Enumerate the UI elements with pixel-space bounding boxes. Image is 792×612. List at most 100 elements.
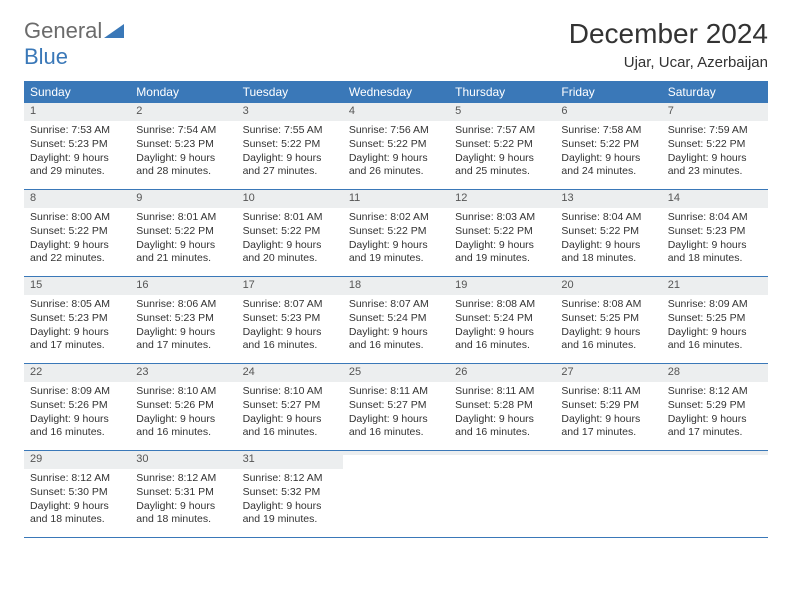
weekday-thursday: Thursday (449, 81, 555, 103)
day-number: 17 (237, 277, 343, 295)
daylight-text: Daylight: 9 hours and 28 minutes. (136, 152, 230, 178)
day-cell: 4Sunrise: 7:56 AMSunset: 5:22 PMDaylight… (343, 103, 449, 189)
daylight-text: Daylight: 9 hours and 20 minutes. (243, 239, 337, 265)
sunset-text: Sunset: 5:22 PM (455, 225, 549, 238)
logo-text-blue: Blue (24, 44, 68, 69)
sunset-text: Sunset: 5:22 PM (668, 138, 762, 151)
day-cell: 24Sunrise: 8:10 AMSunset: 5:27 PMDayligh… (237, 364, 343, 450)
sunrise-text: Sunrise: 8:05 AM (30, 298, 124, 311)
day-body: Sunrise: 7:53 AMSunset: 5:23 PMDaylight:… (24, 121, 130, 186)
sunrise-text: Sunrise: 8:12 AM (243, 472, 337, 485)
day-number: 14 (662, 190, 768, 208)
sunset-text: Sunset: 5:29 PM (668, 399, 762, 412)
day-number: 26 (449, 364, 555, 382)
sunset-text: Sunset: 5:22 PM (30, 225, 124, 238)
day-body: Sunrise: 7:59 AMSunset: 5:22 PMDaylight:… (662, 121, 768, 186)
sunrise-text: Sunrise: 8:10 AM (136, 385, 230, 398)
daylight-text: Daylight: 9 hours and 16 minutes. (668, 326, 762, 352)
sunset-text: Sunset: 5:32 PM (243, 486, 337, 499)
day-body: Sunrise: 8:12 AMSunset: 5:30 PMDaylight:… (24, 469, 130, 534)
sunrise-text: Sunrise: 7:56 AM (349, 124, 443, 137)
daylight-text: Daylight: 9 hours and 23 minutes. (668, 152, 762, 178)
sunset-text: Sunset: 5:27 PM (349, 399, 443, 412)
daylight-text: Daylight: 9 hours and 17 minutes. (561, 413, 655, 439)
day-number: 21 (662, 277, 768, 295)
sunrise-text: Sunrise: 8:11 AM (455, 385, 549, 398)
sunrise-text: Sunrise: 7:55 AM (243, 124, 337, 137)
sunset-text: Sunset: 5:22 PM (561, 225, 655, 238)
day-body: Sunrise: 8:01 AMSunset: 5:22 PMDaylight:… (130, 208, 236, 273)
sunset-text: Sunset: 5:23 PM (136, 312, 230, 325)
sunrise-text: Sunrise: 8:11 AM (561, 385, 655, 398)
daylight-text: Daylight: 9 hours and 16 minutes. (455, 413, 549, 439)
sunset-text: Sunset: 5:22 PM (561, 138, 655, 151)
sunrise-text: Sunrise: 8:10 AM (243, 385, 337, 398)
day-body: Sunrise: 8:06 AMSunset: 5:23 PMDaylight:… (130, 295, 236, 360)
daylight-text: Daylight: 9 hours and 22 minutes. (30, 239, 124, 265)
day-number: 11 (343, 190, 449, 208)
weekday-monday: Monday (130, 81, 236, 103)
logo: General Blue (24, 18, 124, 70)
day-number: 10 (237, 190, 343, 208)
sunset-text: Sunset: 5:24 PM (349, 312, 443, 325)
sunrise-text: Sunrise: 8:01 AM (243, 211, 337, 224)
page-header: General Blue December 2024 Ujar, Ucar, A… (24, 18, 768, 71)
daylight-text: Daylight: 9 hours and 19 minutes. (455, 239, 549, 265)
sunset-text: Sunset: 5:23 PM (136, 138, 230, 151)
day-body: Sunrise: 8:12 AMSunset: 5:31 PMDaylight:… (130, 469, 236, 534)
week-row: 1Sunrise: 7:53 AMSunset: 5:23 PMDaylight… (24, 103, 768, 190)
weeks-container: 1Sunrise: 7:53 AMSunset: 5:23 PMDaylight… (24, 103, 768, 538)
sunset-text: Sunset: 5:22 PM (349, 225, 443, 238)
day-number: 24 (237, 364, 343, 382)
daylight-text: Daylight: 9 hours and 17 minutes. (136, 326, 230, 352)
day-number: 20 (555, 277, 661, 295)
sunset-text: Sunset: 5:22 PM (243, 138, 337, 151)
day-body: Sunrise: 7:58 AMSunset: 5:22 PMDaylight:… (555, 121, 661, 186)
day-body: Sunrise: 8:12 AMSunset: 5:29 PMDaylight:… (662, 382, 768, 447)
day-cell: 15Sunrise: 8:05 AMSunset: 5:23 PMDayligh… (24, 277, 130, 363)
daylight-text: Daylight: 9 hours and 16 minutes. (349, 413, 443, 439)
sunset-text: Sunset: 5:25 PM (561, 312, 655, 325)
daylight-text: Daylight: 9 hours and 18 minutes. (30, 500, 124, 526)
week-row: 8Sunrise: 8:00 AMSunset: 5:22 PMDaylight… (24, 190, 768, 277)
sunrise-text: Sunrise: 8:04 AM (668, 211, 762, 224)
daylight-text: Daylight: 9 hours and 19 minutes. (349, 239, 443, 265)
daylight-text: Daylight: 9 hours and 16 minutes. (455, 326, 549, 352)
daylight-text: Daylight: 9 hours and 18 minutes. (668, 239, 762, 265)
sunset-text: Sunset: 5:29 PM (561, 399, 655, 412)
day-cell: 27Sunrise: 8:11 AMSunset: 5:29 PMDayligh… (555, 364, 661, 450)
day-body: Sunrise: 8:01 AMSunset: 5:22 PMDaylight:… (237, 208, 343, 273)
day-cell: 18Sunrise: 8:07 AMSunset: 5:24 PMDayligh… (343, 277, 449, 363)
sunrise-text: Sunrise: 8:07 AM (243, 298, 337, 311)
sunset-text: Sunset: 5:28 PM (455, 399, 549, 412)
sunset-text: Sunset: 5:23 PM (243, 312, 337, 325)
day-body: Sunrise: 8:10 AMSunset: 5:26 PMDaylight:… (130, 382, 236, 447)
day-number: 9 (130, 190, 236, 208)
day-cell: 30Sunrise: 8:12 AMSunset: 5:31 PMDayligh… (130, 451, 236, 537)
day-number: 23 (130, 364, 236, 382)
sunset-text: Sunset: 5:24 PM (455, 312, 549, 325)
day-cell: 9Sunrise: 8:01 AMSunset: 5:22 PMDaylight… (130, 190, 236, 276)
sunrise-text: Sunrise: 8:00 AM (30, 211, 124, 224)
day-number: 30 (130, 451, 236, 469)
day-cell: 19Sunrise: 8:08 AMSunset: 5:24 PMDayligh… (449, 277, 555, 363)
day-cell: 17Sunrise: 8:07 AMSunset: 5:23 PMDayligh… (237, 277, 343, 363)
day-cell: 7Sunrise: 7:59 AMSunset: 5:22 PMDaylight… (662, 103, 768, 189)
sunset-text: Sunset: 5:26 PM (136, 399, 230, 412)
daylight-text: Daylight: 9 hours and 27 minutes. (243, 152, 337, 178)
day-cell: 29Sunrise: 8:12 AMSunset: 5:30 PMDayligh… (24, 451, 130, 537)
weekday-friday: Friday (555, 81, 661, 103)
daylight-text: Daylight: 9 hours and 16 minutes. (349, 326, 443, 352)
day-body: Sunrise: 8:11 AMSunset: 5:28 PMDaylight:… (449, 382, 555, 447)
day-number: 5 (449, 103, 555, 121)
daylight-text: Daylight: 9 hours and 24 minutes. (561, 152, 655, 178)
sunrise-text: Sunrise: 7:59 AM (668, 124, 762, 137)
daylight-text: Daylight: 9 hours and 16 minutes. (243, 413, 337, 439)
day-body: Sunrise: 8:07 AMSunset: 5:24 PMDaylight:… (343, 295, 449, 360)
sunset-text: Sunset: 5:22 PM (455, 138, 549, 151)
day-body: Sunrise: 8:07 AMSunset: 5:23 PMDaylight:… (237, 295, 343, 360)
day-body: Sunrise: 7:56 AMSunset: 5:22 PMDaylight:… (343, 121, 449, 186)
sunrise-text: Sunrise: 7:58 AM (561, 124, 655, 137)
daylight-text: Daylight: 9 hours and 25 minutes. (455, 152, 549, 178)
sunrise-text: Sunrise: 8:02 AM (349, 211, 443, 224)
